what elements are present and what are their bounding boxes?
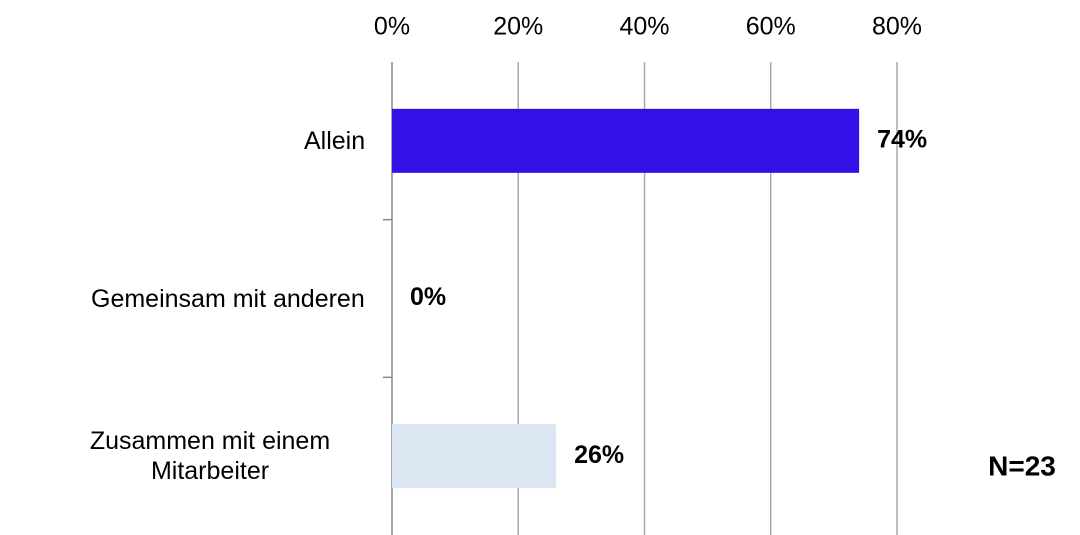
annotation: N=23 xyxy=(988,450,1056,481)
y-tick-label: Zusammen mit einem Mitarbeiter xyxy=(89,427,331,486)
x-tick-label: 80% xyxy=(872,13,922,41)
bar xyxy=(392,424,557,489)
y-tick-label: Allein xyxy=(304,126,366,155)
value-label: 0% xyxy=(410,283,446,311)
value-label: 26% xyxy=(574,441,624,469)
x-tick-label: 0% xyxy=(374,13,410,41)
bar xyxy=(392,108,860,173)
value-label: 74% xyxy=(877,125,927,153)
y-tick-label: Gemeinsam mit anderen xyxy=(91,284,365,313)
x-tick-label: 40% xyxy=(619,13,669,41)
x-tick-label: 20% xyxy=(493,13,543,41)
x-tick-label: 60% xyxy=(746,13,796,41)
